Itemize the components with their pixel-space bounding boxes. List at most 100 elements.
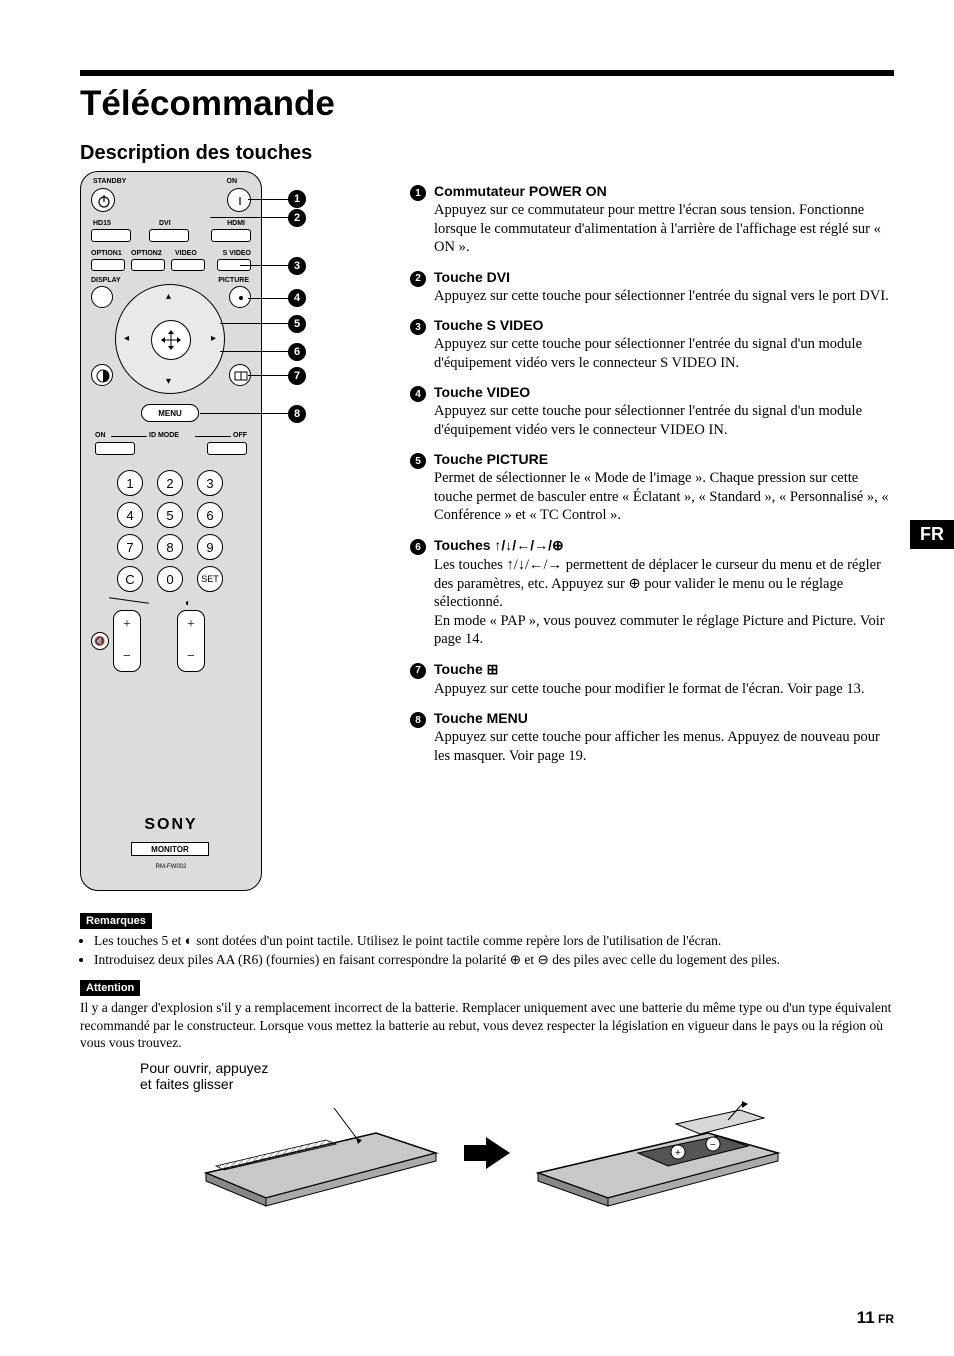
marker-1: 1 [410, 185, 426, 201]
aspect-ratio-icon: ⊞ [487, 661, 499, 677]
mute-icon: 🔇 [92, 633, 108, 650]
plus-icon: + [114, 617, 140, 633]
callout-4: 4 [288, 289, 306, 307]
num-c: C [117, 566, 143, 592]
remarques-label: Remarques [80, 913, 152, 929]
num-9: 9 [197, 534, 223, 560]
num-8: 8 [157, 534, 183, 560]
callout-line-3 [240, 265, 290, 266]
picture-button [229, 286, 251, 308]
arrow-head-icon [486, 1137, 510, 1169]
on-button [227, 188, 251, 212]
remarques-block: Remarques Les touches 5 et ◐ sont dotées… [80, 911, 894, 968]
label-video: VIDEO [175, 250, 197, 257]
callout-line-5 [220, 323, 290, 324]
contrast-rocker: + − [177, 610, 205, 672]
callout-3: 3 [288, 257, 306, 275]
callout-6: 6 [288, 343, 306, 361]
desc-text-1: Appuyez sur ce commutateur pour mettre l… [434, 201, 894, 257]
attention-block: Attention Il y a danger d'explosion s'il… [80, 978, 894, 1052]
desc-item-2: 2 Touche DVI Appuyez sur cette touche po… [410, 269, 894, 306]
hdmi-button [211, 229, 251, 242]
desc-title-7-prefix: Touche [434, 661, 487, 677]
battery-figure-row: + − [80, 1098, 894, 1208]
label-option2: OPTION2 [131, 250, 162, 257]
marker-5: 5 [410, 453, 426, 469]
callout-line-6 [220, 351, 290, 352]
desc-title-4: Touche VIDEO [434, 384, 894, 400]
arrow-icons: ↑/↓/←/→/⊕ [494, 537, 563, 553]
contrast-icon-small: ◐ [185, 598, 191, 609]
arrow-group [464, 1137, 510, 1169]
num-set: SET [197, 566, 223, 592]
desc-item-6: 6 Touches ↑/↓/←/→/⊕ Les touches ↑/↓/←/→ … [410, 537, 894, 649]
label-standby: STANDBY [93, 178, 126, 185]
main-row: STANDBY ON HD15 DVI HDMI OPTION1 OPTION2 [80, 171, 894, 903]
desc-text-5: Permet de sélectionner le « Mode de l'im… [434, 469, 894, 525]
svg-text:+: + [675, 1148, 681, 1159]
desc-text-3: Appuyez sur cette touche pour sélectionn… [434, 335, 894, 372]
marker-3: 3 [410, 319, 426, 335]
desc-item-7: 7 Touche ⊞ Appuyez sur cette touche pour… [410, 661, 894, 699]
label-option1: OPTION1 [91, 250, 122, 257]
contrast-button [91, 364, 113, 386]
desc-text-6: Les touches ↑/↓/←/→ permettent de déplac… [434, 556, 894, 649]
brand-logo: SONY [81, 816, 261, 834]
label-id-off: OFF [233, 432, 247, 439]
dpad-center [151, 320, 191, 360]
standby-button [91, 188, 115, 212]
model-label: RM-FW002 [81, 864, 261, 870]
attention-text: Il y a danger d'explosion s'il y a rempl… [80, 999, 894, 1052]
callout-2: 2 [288, 209, 306, 227]
id-line-right [195, 436, 231, 437]
desc-title-1: Commutateur POWER ON [434, 183, 894, 199]
battery-figure: Pour ouvrir, appuyez et faites glisser [80, 1060, 894, 1208]
desc-title-6: Touches ↑/↓/←/→/⊕ [434, 537, 894, 554]
callout-line-2 [210, 217, 290, 218]
callout-7: 7 [288, 367, 306, 385]
minus-icon: − [114, 649, 140, 665]
callout-8: 8 [288, 405, 306, 423]
label-hd15: HD15 [93, 220, 111, 227]
video-button [171, 259, 205, 271]
top-rule [80, 70, 894, 76]
label-id-mode: ID MODE [149, 432, 179, 439]
power-icon [92, 189, 116, 213]
desc-title-7: Touche ⊞ [434, 661, 894, 678]
dpad-ring: ▴ ▾ ◂ ▸ [115, 284, 225, 394]
remarque-2: Introduisez deux piles AA (R6) (fournies… [94, 951, 894, 969]
menu-button: MENU [141, 404, 199, 422]
page-number-suffix: FR [878, 1312, 894, 1326]
minus-icon-2: − [178, 649, 204, 665]
num-6: 6 [197, 502, 223, 528]
desc-text-4: Appuyez sur cette touche pour sélectionn… [434, 402, 894, 439]
remote-closed-icon [186, 1098, 446, 1208]
arrow-down-icon: ▾ [166, 376, 171, 387]
remote-diagram: STANDBY ON HD15 DVI HDMI OPTION1 OPTION2 [80, 171, 380, 903]
num-2: 2 [157, 470, 183, 496]
callout-line-4 [248, 298, 290, 299]
marker-2: 2 [410, 271, 426, 287]
marker-4: 4 [410, 386, 426, 402]
contrast-icon [92, 365, 114, 387]
callout-5: 5 [288, 315, 306, 333]
mute-button: 🔇 [91, 632, 109, 650]
page-number-value: 11 [857, 1308, 875, 1327]
option2-button [131, 259, 165, 271]
vol-line [109, 597, 149, 604]
arrow-stem [464, 1145, 486, 1161]
num-1: 1 [117, 470, 143, 496]
desc-item-3: 3 Touche S VIDEO Appuyez sur cette touch… [410, 317, 894, 372]
callout-line-7 [248, 375, 290, 376]
plus-icon-2: + [178, 617, 204, 633]
dvi-button [149, 229, 189, 242]
label-svideo: S VIDEO [223, 250, 251, 257]
label-on: ON [227, 178, 238, 185]
desc-title-3: Touche S VIDEO [434, 317, 894, 333]
marker-7: 7 [410, 663, 426, 679]
arrow-up-icon: ▴ [166, 291, 171, 302]
num-3: 3 [197, 470, 223, 496]
callout-line-8 [200, 413, 290, 414]
num-7: 7 [117, 534, 143, 560]
remote-open-icon: + − [528, 1098, 788, 1208]
